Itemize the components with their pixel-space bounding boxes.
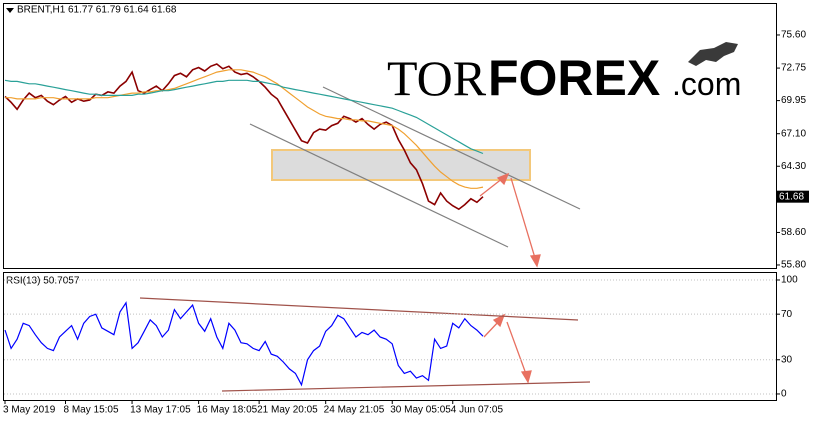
menu-triangle [6, 8, 14, 13]
ohlc-values: 61.77 61.79 61.64 61.68 [68, 5, 177, 16]
price-pane [3, 3, 777, 269]
x-tick-label: 30 May 05:05 [390, 405, 451, 416]
x-tick-label: 24 May 21:05 [324, 405, 385, 416]
y-tick-label: 30 [781, 354, 793, 365]
y-tick-label: 0 [781, 389, 787, 400]
series-line [4, 63, 484, 211]
y-tick-label: 70 [781, 309, 793, 320]
x-tick-label: 4 Jun 07:05 [451, 405, 504, 416]
channel-lines [249, 86, 581, 248]
x-tick-label: 16 May 18:05 [197, 405, 258, 416]
y-tick-label: 72.75 [781, 63, 806, 74]
x-tick-label: 13 May 17:05 [130, 405, 191, 416]
logo-forex: FOREX [488, 50, 660, 106]
y-tick-label: 64.30 [781, 161, 806, 172]
last-price-box [777, 190, 809, 203]
y-tick-label: 58.60 [781, 227, 806, 238]
last-price-label: 61.68 [779, 191, 804, 202]
chart-title: BRENT,H1 [17, 5, 66, 16]
x-tick-label: 8 May 15:05 [64, 405, 119, 416]
series-line [4, 301, 484, 387]
x-tick-label: 3 May 2019 [3, 405, 56, 416]
y-tick-label: 55.80 [781, 260, 806, 271]
zone-box [271, 149, 531, 181]
y-tick-label: 69.95 [781, 95, 806, 106]
logo-tor: TOR [387, 50, 487, 106]
rsi-trend-lines [139, 297, 591, 392]
logo-com: .com [672, 66, 741, 102]
x-tick-label: 21 May 20:05 [257, 405, 318, 416]
logo-bull [688, 42, 738, 66]
y-tick-label: 67.10 [781, 128, 806, 139]
rsi-title: RSI(13) 50.7057 [6, 276, 80, 287]
y-tick-label: 100 [781, 275, 798, 286]
series-line [4, 79, 484, 155]
series-line [5, 69, 484, 189]
rsi-pane [3, 272, 777, 401]
forecast-arrows [479, 172, 541, 384]
y-tick-label: 75.60 [781, 30, 806, 41]
